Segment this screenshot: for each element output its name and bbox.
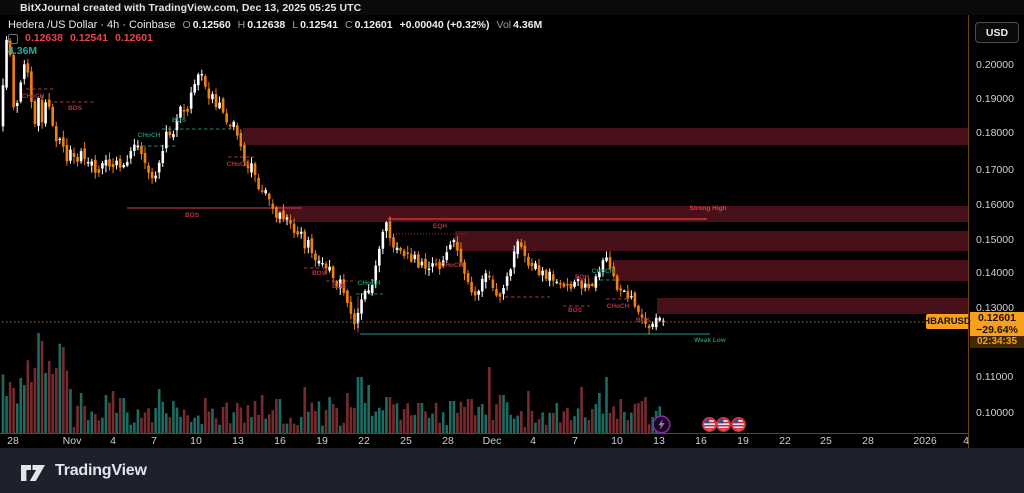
time-tick: 7 xyxy=(151,435,157,447)
time-tick: 28 xyxy=(442,435,454,447)
tradingview-logo-icon xyxy=(21,464,45,481)
last-price-label: 0.12601 −29.64% 02:34:35 xyxy=(970,312,1024,348)
tradingview-logo[interactable]: TradingView xyxy=(20,460,147,482)
time-tick: Dec xyxy=(482,435,502,447)
svg-text:BOS: BOS xyxy=(185,212,200,219)
price-tick: 0.10000 xyxy=(976,407,1014,419)
indicator-close: 0.12601 xyxy=(114,32,153,44)
indicator-high: 0.12638 xyxy=(25,32,63,44)
high-label: H xyxy=(237,19,246,31)
time-axis[interactable]: 28 Nov 4 7 10 13 16 19 22 25 28 Dec 4 7 10 13 16 19 22 25 28… xyxy=(0,433,969,449)
last-price-value: 0.12601 xyxy=(970,312,1024,324)
price-tick: 0.16000 xyxy=(976,199,1014,211)
change-value: +0.00040 (+0.32%) xyxy=(399,19,490,31)
time-tick: 28 xyxy=(862,435,874,447)
svg-text:CHoCH: CHoCH xyxy=(227,161,250,168)
price-tick: 0.14000 xyxy=(976,267,1014,279)
low-label: L xyxy=(292,19,299,31)
indicator-low: 0.12541 xyxy=(69,32,108,44)
volume-indicator-value: 4.36M xyxy=(8,45,38,57)
tradingview-logo-text: TradingView xyxy=(55,461,147,479)
indicator-icon[interactable] xyxy=(8,33,18,44)
price-tick: 0.19000 xyxy=(976,93,1014,105)
us-flag-event-icon[interactable] xyxy=(715,416,731,437)
time-tick: 28 xyxy=(7,435,19,447)
svg-text:CHoCH: CHoCH xyxy=(358,280,381,287)
svg-text:BOS: BOS xyxy=(68,105,83,112)
time-tick: 4 xyxy=(110,435,116,447)
close-value: 0.12601 xyxy=(354,19,393,31)
last-price-change: −29.64% xyxy=(970,324,1024,336)
time-tick: 22 xyxy=(779,435,791,447)
price-tick: 0.15000 xyxy=(976,234,1014,246)
time-tick: 13 xyxy=(653,435,665,447)
svg-text:CHoCH: CHoCH xyxy=(138,132,161,139)
bar-countdown: 02:34:35 xyxy=(970,336,1024,348)
price-tick: 0.17000 xyxy=(976,164,1014,176)
time-tick: 2026 xyxy=(913,435,937,447)
symbol-price-tag: HBARUSD xyxy=(923,314,971,329)
svg-text:CHoCH: CHoCH xyxy=(607,303,630,310)
svg-text:EQH: EQH xyxy=(575,274,589,281)
svg-text:CHoCH: CHoCH xyxy=(22,93,45,100)
svg-text:Strong High: Strong High xyxy=(689,205,726,212)
time-tick: 16 xyxy=(695,435,707,447)
time-tick: 19 xyxy=(737,435,749,447)
svg-text:CHoCH: CHoCH xyxy=(441,262,464,269)
low-value: 0.12541 xyxy=(300,19,339,31)
svg-text:BOS: BOS xyxy=(172,117,187,124)
svg-text:CHoCH: CHoCH xyxy=(592,268,615,275)
time-tick: 16 xyxy=(274,435,286,447)
symbol-title[interactable]: Hedera /US Dollar · 4h · Coinbase xyxy=(8,19,176,31)
symbol-legend: Hedera /US Dollar · 4h · Coinbase O 0.12… xyxy=(8,19,542,58)
us-flag-event-icon[interactable] xyxy=(730,416,746,437)
volume-label: Vol xyxy=(496,19,512,31)
time-tick: 4 xyxy=(530,435,536,447)
price-tick: 0.20000 xyxy=(976,59,1014,71)
time-tick: 10 xyxy=(190,435,202,447)
price-tick: 0.11000 xyxy=(976,371,1014,383)
high-value: 0.12638 xyxy=(247,19,286,31)
svg-text:BOS: BOS xyxy=(568,307,583,314)
svg-text:BOS: BOS xyxy=(332,283,347,290)
price-tick: 0.13000 xyxy=(976,302,1014,314)
chart-canvas[interactable]: CHoCH BOS BOS CHoCH CHoCH BOS BOS BOS CHoCH EQH CH… xyxy=(0,15,971,434)
time-tick: 10 xyxy=(611,435,623,447)
time-tick: 25 xyxy=(400,435,412,447)
close-label: C xyxy=(345,19,353,31)
time-tick: 7 xyxy=(572,435,578,447)
time-tick: 13 xyxy=(232,435,244,447)
footer-bar: TradingView xyxy=(0,448,1024,493)
lightning-event-icon[interactable] xyxy=(651,414,671,439)
svg-text:EQH: EQH xyxy=(433,223,447,230)
open-label: O xyxy=(182,19,191,31)
attribution-text: BitXJournal created with TradingView.com… xyxy=(20,1,362,14)
attribution-bar: BitXJournal created with TradingView.com… xyxy=(0,0,1024,16)
svg-text:Weak Low: Weak Low xyxy=(694,337,727,344)
currency-toggle-button[interactable]: USD xyxy=(975,22,1019,43)
time-tick: 19 xyxy=(316,435,328,447)
svg-text:BOS: BOS xyxy=(636,317,651,324)
volume-value: 4.36M xyxy=(513,19,543,31)
open-value: 0.12560 xyxy=(192,19,231,31)
time-tick: 25 xyxy=(820,435,832,447)
time-tick: Nov xyxy=(62,435,82,447)
time-tick: 4 xyxy=(963,435,969,447)
time-tick: 22 xyxy=(358,435,370,447)
us-flag-event-icon[interactable] xyxy=(701,416,717,437)
price-tick: 0.18000 xyxy=(976,127,1014,139)
price-axis[interactable]: USD 0.20000 0.19000 0.18000 0.17000 0.16000 0… xyxy=(968,15,1024,448)
svg-text:BOS: BOS xyxy=(312,270,327,277)
